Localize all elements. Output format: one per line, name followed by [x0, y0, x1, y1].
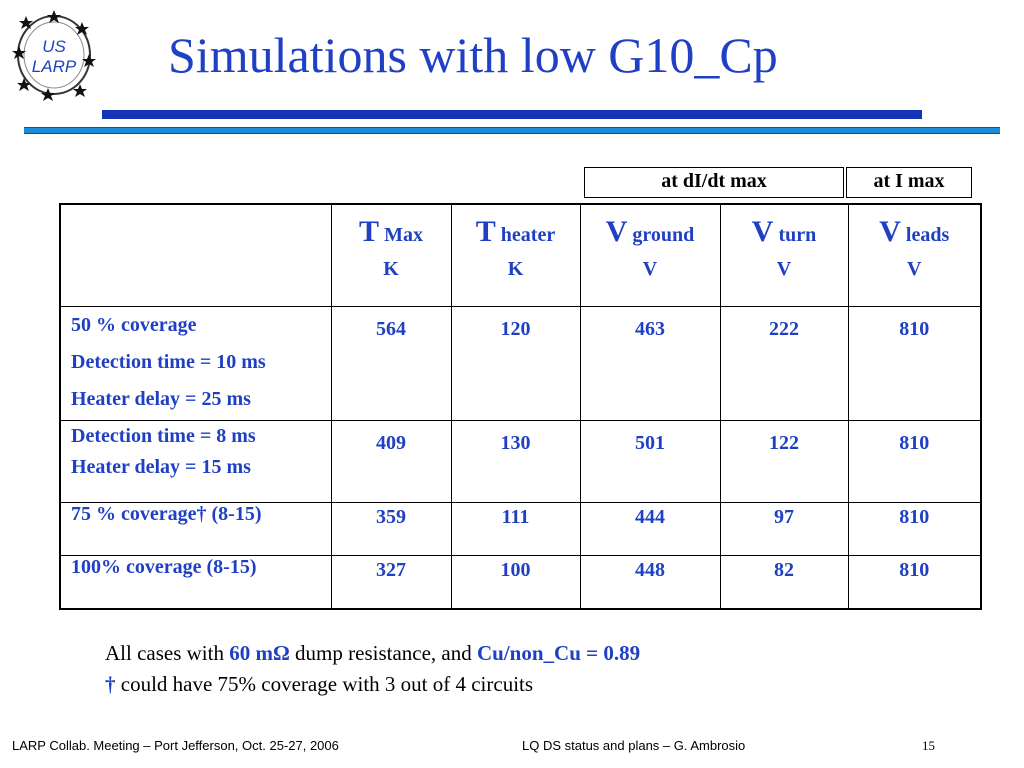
col-symbol: V — [879, 215, 901, 248]
cell-value: 359 — [330, 502, 452, 556]
col-symbol: T — [475, 215, 496, 248]
note-line-2: † could have 75% coverage with 3 out of … — [105, 672, 534, 696]
col-symbol: V — [605, 215, 628, 248]
cell-value: 222 — [719, 306, 849, 421]
cell-value: 100 — [450, 555, 581, 610]
cell-value: 810 — [847, 420, 982, 503]
col-sub: turn — [778, 224, 817, 246]
group-header-didt-max: at dI/dt max — [584, 167, 844, 198]
cell-value: 810 — [847, 306, 982, 421]
col-unit: V — [642, 258, 658, 280]
cell-value: 97 — [719, 502, 849, 556]
cell-value: 810 — [847, 502, 982, 556]
logo-us: US — [42, 37, 66, 56]
table-row: Detection time = 8 ms Heater delay = 15 m… — [59, 420, 982, 503]
footer-left: LARP Collab. Meeting – Port Jefferson, O… — [12, 738, 339, 753]
cell-value: 122 — [719, 420, 849, 503]
col-header: V turn V — [719, 203, 849, 307]
table-row: 100% coverage (8-15) 327 100 448 82 810 — [59, 555, 982, 610]
page-number: 15 — [922, 738, 935, 753]
cell-value: 463 — [579, 306, 721, 421]
us-larp-logo: US LARP — [12, 10, 96, 101]
col-sub: leads — [905, 224, 950, 246]
row-label: Detection time = 8 ms Heater delay = 15 m… — [59, 420, 332, 503]
slide-title: Simulations with low G10_Cp — [168, 27, 778, 83]
cell-value: 409 — [330, 420, 452, 503]
header-empty — [59, 203, 332, 307]
col-sub: Max — [384, 224, 423, 246]
cell-value: 82 — [719, 555, 849, 610]
col-unit: V — [776, 258, 792, 280]
col-unit: K — [507, 258, 524, 280]
col-symbol: V — [751, 215, 774, 248]
col-header: V leads V — [847, 203, 982, 307]
row-label: 50 % coverage Detection time = 10 ms Heate… — [59, 306, 332, 421]
cell-value: 130 — [450, 420, 581, 503]
cell-value: 564 — [330, 306, 452, 421]
row-label: 75 % coverage† (8-15) — [59, 502, 332, 556]
footer-center: LQ DS status and plans – G. Ambrosio — [522, 738, 746, 753]
cell-value: 444 — [579, 502, 721, 556]
table-header-row: T Max K T heater K V ground V V turn V V lea… — [59, 203, 982, 307]
col-unit: V — [907, 258, 922, 280]
col-sub: heater — [500, 224, 556, 246]
cell-value: 327 — [330, 555, 452, 610]
cell-value: 810 — [847, 555, 982, 610]
col-header: V ground V — [579, 203, 721, 307]
cell-value: 111 — [450, 502, 581, 556]
row-label: 100% coverage (8-15) — [59, 555, 332, 610]
table-row: 50 % coverage Detection time = 10 ms Heate… — [59, 306, 982, 421]
col-sub: ground — [632, 224, 695, 246]
col-header: T heater K — [450, 203, 581, 307]
col-symbol: T — [359, 215, 380, 248]
group-header-i-max: at I max — [846, 167, 972, 198]
cell-value: 501 — [579, 420, 721, 503]
note-line-1: All cases with 60 mΩ dump resistance, an… — [105, 641, 641, 665]
results-table: T Max K T heater K V ground V V turn V V lea… — [59, 203, 982, 610]
logo-larp: LARP — [32, 57, 77, 76]
col-unit: K — [383, 258, 399, 280]
title-rule-dark — [102, 110, 922, 119]
title-rule-light — [24, 127, 1000, 134]
table-row: 75 % coverage† (8-15) 359 111 444 97 810 — [59, 502, 982, 556]
cell-value: 448 — [579, 555, 721, 610]
col-header: T Max K — [330, 203, 452, 307]
cell-value: 120 — [450, 306, 581, 421]
